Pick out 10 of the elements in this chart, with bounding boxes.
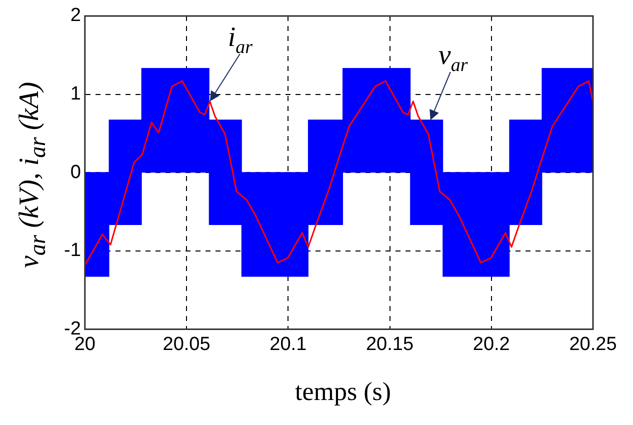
y-tick-label: 2 bbox=[70, 5, 81, 26]
x-tick-label: 20.15 bbox=[366, 334, 414, 355]
y-tick-label: 0 bbox=[70, 162, 81, 183]
x-axis-title: temps (s) bbox=[294, 377, 392, 407]
x-tick-label: 20.2 bbox=[472, 334, 510, 355]
x-tick-label: 20.05 bbox=[162, 334, 210, 355]
x-tick-label: 20.1 bbox=[270, 334, 307, 355]
x-tick-label: 20.25 bbox=[569, 334, 617, 355]
y-tick-label: -1 bbox=[64, 240, 81, 262]
y-tick-label: 1 bbox=[70, 84, 81, 105]
